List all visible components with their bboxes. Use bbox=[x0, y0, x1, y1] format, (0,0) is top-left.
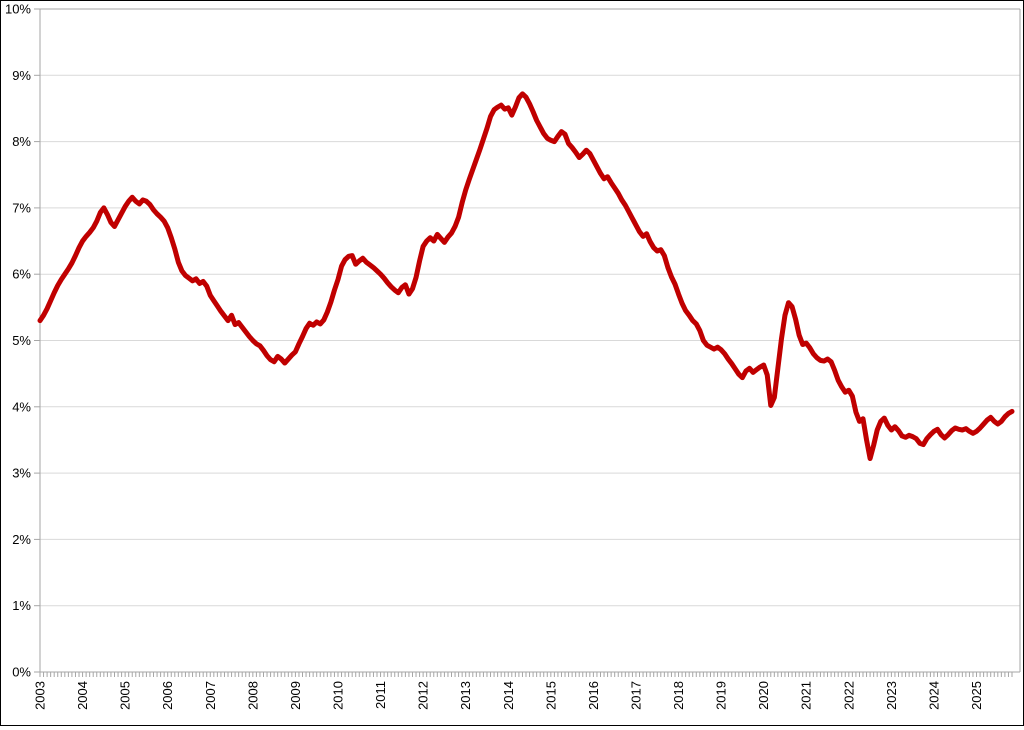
x-axis-year-label: 2019 bbox=[714, 681, 729, 710]
x-axis-year-label: 2021 bbox=[799, 681, 814, 710]
x-axis-year-label: 2013 bbox=[458, 681, 473, 710]
x-axis-year-label: 2003 bbox=[33, 681, 48, 710]
y-axis-tick-label: 5% bbox=[12, 333, 31, 348]
y-axis-tick-label: 10% bbox=[5, 2, 31, 17]
x-axis-year-label: 2014 bbox=[501, 681, 516, 710]
data-line bbox=[37, 91, 1015, 462]
x-axis-year-label: 2020 bbox=[756, 681, 771, 710]
y-axis-tick-label: 9% bbox=[12, 68, 31, 83]
x-axis-year-label: 2012 bbox=[416, 681, 431, 710]
x-axis-year-label: 2004 bbox=[75, 681, 90, 710]
x-axis-year-label: 2022 bbox=[841, 681, 856, 710]
x-axis-year-label: 2009 bbox=[288, 681, 303, 710]
y-axis-tick-label: 2% bbox=[12, 532, 31, 547]
x-axis-year-label: 2025 bbox=[969, 681, 984, 710]
y-axis-tick-label: 1% bbox=[12, 598, 31, 613]
x-axis-year-label: 2011 bbox=[373, 681, 388, 709]
x-axis-year-label: 2010 bbox=[330, 681, 345, 710]
x-axis-year-label: 2018 bbox=[671, 681, 686, 710]
y-axis-tick-label: 4% bbox=[12, 399, 31, 414]
x-axis-year-label: 2023 bbox=[884, 681, 899, 710]
x-axis-year-label: 2016 bbox=[586, 681, 601, 710]
x-axis-year-label: 2024 bbox=[926, 681, 941, 710]
x-axis-year-label: 2017 bbox=[628, 681, 643, 710]
x-axis-year-label: 2005 bbox=[118, 681, 133, 710]
x-axis-year-label: 2015 bbox=[543, 681, 558, 710]
y-axis-tick-label: 6% bbox=[12, 267, 31, 282]
y-axis-tick-label: 0% bbox=[12, 665, 31, 680]
y-axis-tick-label: 8% bbox=[12, 134, 31, 149]
y-axis-tick-label: 7% bbox=[12, 200, 31, 215]
y-axis-tick-label: 3% bbox=[12, 466, 31, 481]
x-axis-year-label: 2006 bbox=[160, 681, 175, 710]
x-axis-year-label: 2007 bbox=[203, 681, 218, 710]
x-axis-year-label: 2008 bbox=[245, 681, 260, 710]
